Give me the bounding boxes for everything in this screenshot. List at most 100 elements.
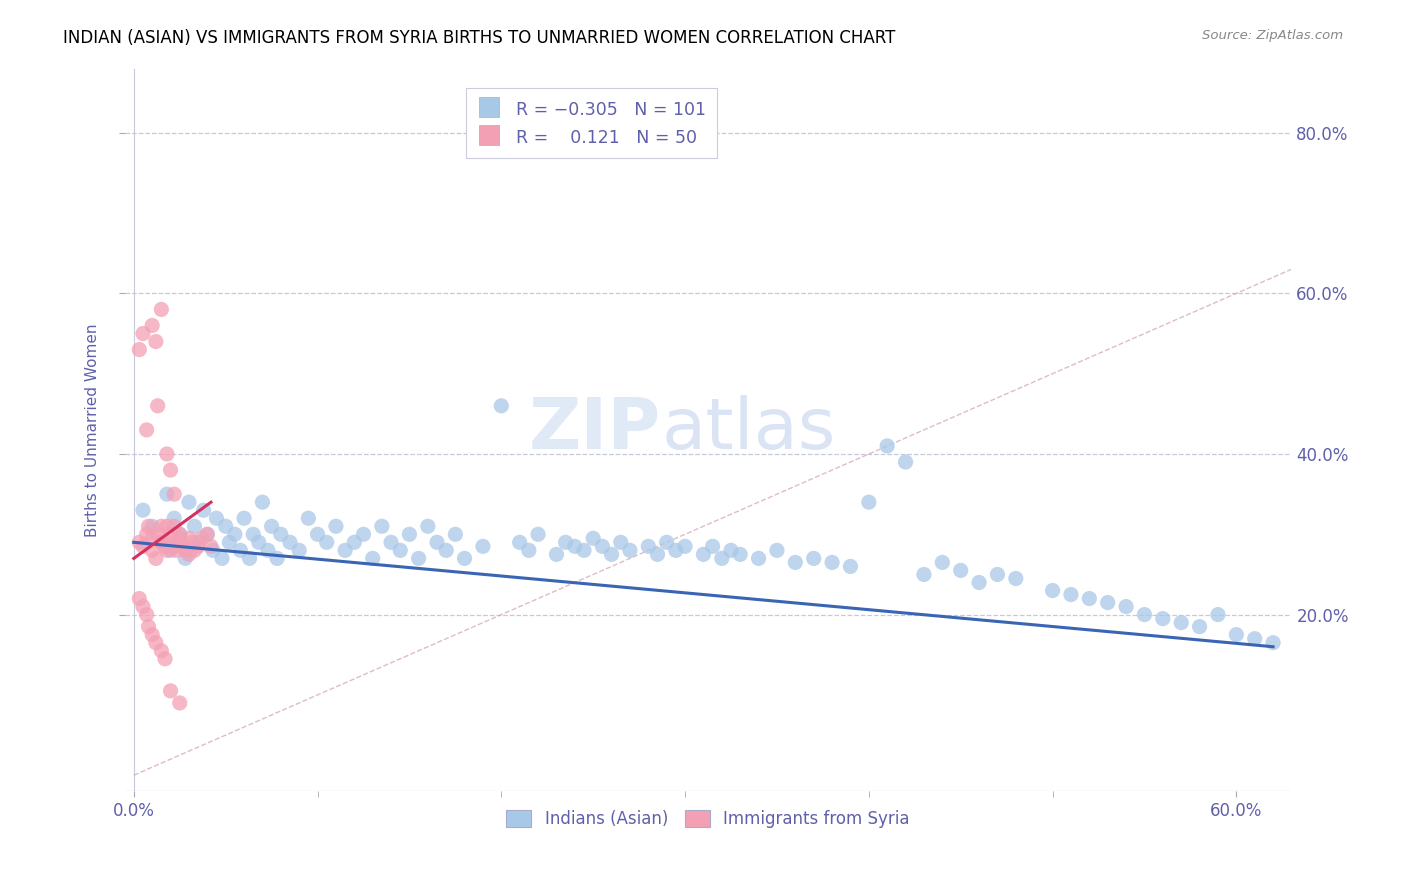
Point (343, 535, 366, 549)
Point (169, 696, 191, 710)
Point (238, 551, 260, 566)
Point (315, 535, 337, 549)
Point (159, 463, 181, 477)
Point (361, 551, 384, 566)
Point (141, 531, 163, 545)
Point (894, 455, 917, 469)
Point (333, 543, 356, 558)
Point (260, 519, 283, 533)
Point (288, 543, 311, 558)
Point (172, 539, 194, 553)
Point (215, 519, 238, 533)
Point (169, 527, 191, 541)
Point (266, 551, 288, 566)
Point (252, 495, 274, 509)
Point (193, 503, 215, 517)
Point (128, 343, 150, 357)
Point (710, 551, 733, 566)
Point (145, 636, 167, 650)
Point (325, 519, 347, 533)
Point (145, 551, 167, 566)
Point (181, 535, 204, 549)
Point (1115, 599, 1137, 614)
Point (163, 487, 186, 501)
Text: atlas: atlas (661, 395, 835, 465)
Point (169, 527, 191, 541)
Point (183, 519, 205, 533)
Point (201, 543, 224, 558)
Point (986, 567, 1008, 582)
Point (141, 628, 163, 642)
Point (135, 423, 157, 437)
Point (416, 519, 439, 533)
Point (159, 527, 181, 541)
Point (655, 535, 678, 549)
Point (564, 539, 586, 553)
Point (619, 543, 641, 558)
Point (135, 607, 157, 622)
Point (728, 547, 751, 561)
Point (177, 495, 200, 509)
Point (138, 519, 160, 533)
Point (150, 519, 173, 533)
Point (389, 543, 412, 558)
Point (766, 543, 789, 558)
Point (702, 539, 724, 553)
Point (150, 535, 173, 549)
Point (156, 487, 179, 501)
Point (471, 539, 494, 553)
Point (218, 535, 240, 549)
Point (247, 535, 270, 549)
Point (150, 535, 173, 549)
Point (174, 543, 197, 558)
Point (229, 543, 252, 558)
Point (1243, 632, 1265, 646)
Point (912, 567, 935, 582)
Point (1133, 607, 1156, 622)
Point (637, 539, 659, 553)
Point (380, 535, 402, 549)
Point (141, 318, 163, 333)
Point (205, 511, 228, 525)
Point (1206, 607, 1229, 622)
Point (307, 527, 329, 541)
Point (785, 556, 807, 570)
Y-axis label: Births to Unmarried Women: Births to Unmarried Women (86, 323, 100, 537)
Point (156, 519, 179, 533)
Point (444, 527, 467, 541)
Point (159, 684, 181, 698)
Point (128, 591, 150, 606)
Point (278, 535, 301, 549)
Point (949, 564, 972, 578)
Point (353, 527, 375, 541)
Point (600, 547, 623, 561)
Point (200, 539, 222, 553)
Point (1170, 615, 1192, 630)
Point (187, 535, 209, 549)
Point (156, 543, 179, 558)
Point (1188, 620, 1211, 634)
Point (527, 527, 550, 541)
Point (187, 539, 209, 553)
Point (165, 543, 187, 558)
Point (163, 519, 186, 533)
Point (517, 543, 540, 558)
Point (242, 527, 264, 541)
Point (647, 547, 669, 561)
Point (509, 535, 531, 549)
Point (169, 531, 191, 545)
Point (233, 511, 256, 525)
Point (821, 556, 844, 570)
Point (297, 511, 319, 525)
Point (1042, 583, 1064, 598)
Point (582, 531, 605, 545)
Point (150, 644, 173, 658)
Point (191, 531, 214, 545)
Point (839, 559, 862, 574)
Point (453, 551, 475, 566)
Point (159, 543, 181, 558)
Point (153, 652, 176, 666)
Point (257, 543, 280, 558)
Point (673, 539, 696, 553)
Point (1152, 612, 1174, 626)
